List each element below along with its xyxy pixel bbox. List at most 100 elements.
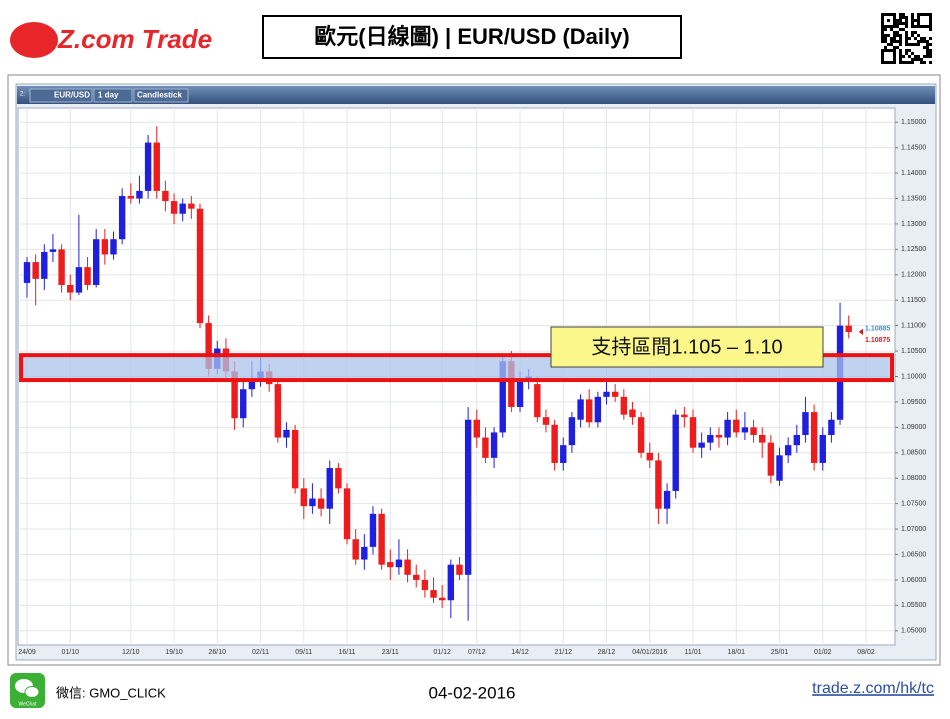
qr-cell xyxy=(896,22,899,25)
logo: Z.com Trade xyxy=(10,22,212,58)
qr-cell xyxy=(881,25,884,28)
candle-body xyxy=(179,203,186,214)
candle-body xyxy=(516,381,524,408)
candle-body xyxy=(300,488,307,507)
qr-cell xyxy=(890,28,893,31)
qr-cell xyxy=(929,25,932,28)
toolbar-period[interactable]: 1 day xyxy=(98,91,119,100)
qr-cell xyxy=(926,55,929,58)
candle-body xyxy=(447,564,455,601)
candle-body xyxy=(387,562,394,568)
candle-body xyxy=(456,564,463,575)
qr-cell xyxy=(905,37,908,40)
candle-body xyxy=(127,195,134,199)
qr-cell xyxy=(896,40,899,43)
candle-body xyxy=(283,429,290,438)
x-tick-label: 23/11 xyxy=(382,649,399,656)
qr-cell xyxy=(908,61,911,64)
candle-body xyxy=(41,251,48,279)
candle-body xyxy=(560,445,567,463)
annotation-box xyxy=(550,326,824,368)
qr-cell xyxy=(887,13,890,16)
qr-cell xyxy=(905,43,908,46)
qr-cell xyxy=(887,49,890,52)
qr-cell xyxy=(890,37,893,40)
candle-body xyxy=(421,579,429,591)
qr-cell xyxy=(887,34,890,37)
qr-cell xyxy=(884,37,887,40)
qr-cell xyxy=(917,13,920,16)
qr-cell xyxy=(899,19,902,22)
qr-cell xyxy=(917,16,920,19)
qr-cell xyxy=(884,40,887,43)
qr-cell xyxy=(899,22,902,25)
x-tick-label: 19/10 xyxy=(165,649,183,656)
qr-cell xyxy=(917,34,920,37)
qr-cell xyxy=(911,31,914,34)
qr-cell xyxy=(899,58,902,61)
qr-cell xyxy=(905,19,908,22)
candle-body xyxy=(784,445,792,456)
qr-cell xyxy=(920,25,923,28)
qr-cell xyxy=(911,16,914,19)
candle-body xyxy=(153,142,160,191)
candle-body xyxy=(672,414,679,491)
qr-cell xyxy=(902,55,905,58)
candle-body xyxy=(508,361,515,408)
qr-cell xyxy=(917,40,920,43)
x-tick-label: 08/02 xyxy=(857,649,875,656)
candle-body xyxy=(32,262,39,279)
y-tick-label: 1.09000 xyxy=(901,424,926,431)
qr-cell xyxy=(923,37,926,40)
qr-cell xyxy=(893,31,896,34)
candle-body xyxy=(473,419,480,438)
qr-cell xyxy=(929,43,932,46)
x-tick-label: 25/01 xyxy=(771,649,789,656)
x-tick-label: 01/10 xyxy=(61,649,79,656)
toolbar-style[interactable]: Candlestick xyxy=(137,91,182,100)
candle-body xyxy=(828,419,835,435)
qr-cell xyxy=(890,40,893,43)
qr-cell xyxy=(893,55,896,58)
qr-cell xyxy=(902,13,905,16)
candle-body xyxy=(430,590,437,598)
qr-cell xyxy=(890,43,893,46)
x-tick-label: 28/12 xyxy=(598,649,616,656)
qr-cell xyxy=(917,43,920,46)
toolbar-button[interactable] xyxy=(133,88,189,103)
candle-body xyxy=(101,239,109,255)
wechat-id: 微信: GMO_CLICK xyxy=(56,685,166,700)
candle-body xyxy=(438,597,446,601)
qr-cell xyxy=(881,31,884,34)
toolbar-button[interactable] xyxy=(93,88,133,103)
toolbar-button[interactable] xyxy=(29,88,93,103)
x-tick-label: 02/11 xyxy=(252,649,269,656)
qr-cell xyxy=(911,34,914,37)
x-tick-label: 11/01 xyxy=(685,649,702,656)
qr-cell xyxy=(890,13,893,16)
qr-cell xyxy=(929,37,932,40)
title-box xyxy=(262,15,682,59)
candle-body xyxy=(240,389,247,419)
y-tick-label: 1.07000 xyxy=(901,526,926,533)
qr-cell xyxy=(896,46,899,49)
qr-cell xyxy=(899,16,902,19)
qr-cell xyxy=(881,52,884,55)
y-tick-label: 1.05000 xyxy=(901,628,926,635)
y-tick-label: 1.06500 xyxy=(901,551,926,558)
wechat-icon-label: WeChat xyxy=(19,701,38,707)
link[interactable]: trade.z.com/hk/tc xyxy=(812,680,934,697)
qr-cell xyxy=(893,49,896,52)
qr-cell xyxy=(893,16,896,19)
toolbar xyxy=(17,86,935,104)
candle-body xyxy=(681,414,688,418)
qr-cell xyxy=(881,16,884,19)
candle-body xyxy=(715,434,723,438)
qr-cell xyxy=(905,61,908,64)
x-tick-label: 12/10 xyxy=(122,649,140,656)
toolbar-symbol[interactable]: EUR/USD xyxy=(54,91,90,100)
qr-cell xyxy=(899,55,902,58)
candle-body xyxy=(75,267,83,293)
candle-body xyxy=(464,419,472,575)
qr-cell xyxy=(929,28,932,31)
